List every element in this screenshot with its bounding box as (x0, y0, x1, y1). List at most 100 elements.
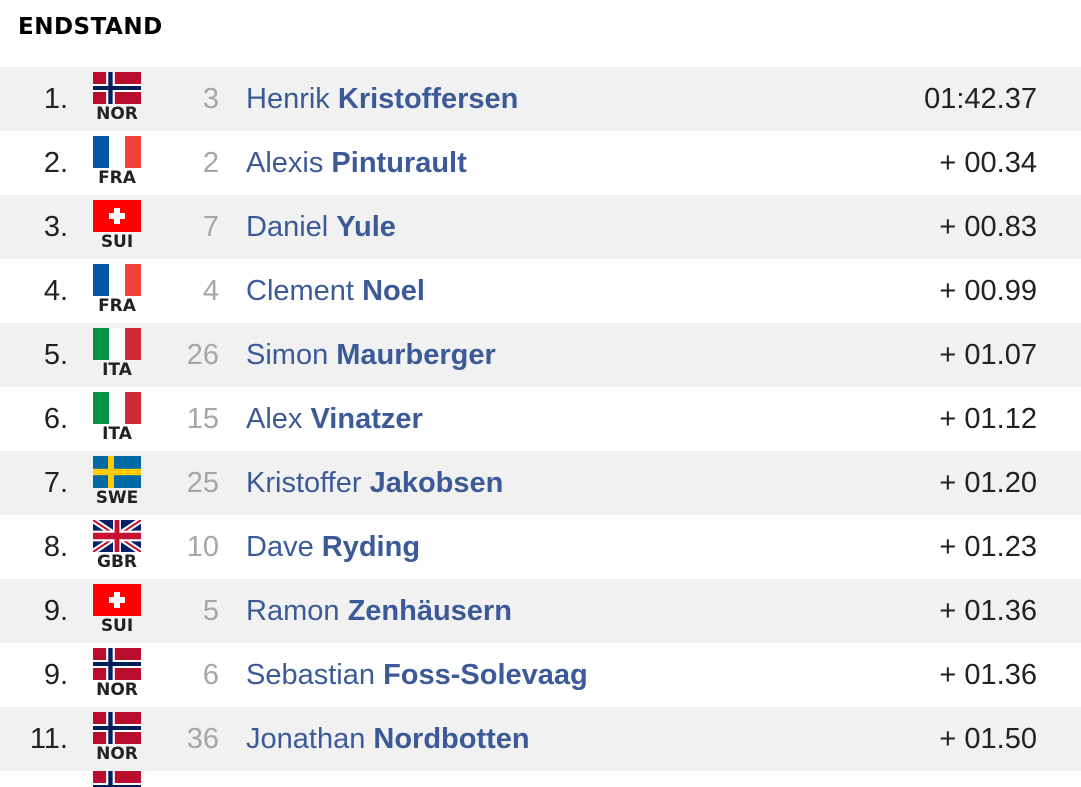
flag-fra-icon (93, 264, 141, 296)
nation: SUI (93, 584, 141, 636)
result-row: 1. NOR 3 Henrik Kristoffersen 01:42.37 (0, 67, 1081, 131)
race-time: + 01.12 (939, 403, 1037, 435)
flag-ita-icon (93, 392, 141, 424)
nation-code: SUI (100, 232, 134, 252)
race-time: + 00.99 (939, 275, 1037, 307)
race-time: 01:42.37 (924, 83, 1037, 115)
nation: SWE (93, 456, 141, 508)
race-time: + 01.36 (939, 659, 1037, 691)
race-time: + 01.23 (939, 531, 1037, 563)
athlete-name[interactable]: Clement Noel (246, 259, 425, 323)
nation-code: ITA (102, 360, 132, 380)
athlete-name[interactable]: Ramon Zenhäusern (246, 579, 512, 643)
partial-row-flag (93, 771, 141, 787)
bib-number: 6 (202, 659, 219, 691)
nation: ITA (93, 328, 141, 380)
bib-number: 10 (186, 531, 219, 563)
result-row: 5. ITA 26 Simon Maurberger + 01.07 (0, 323, 1081, 387)
race-time: + 00.83 (939, 211, 1037, 243)
flag-fra-icon (93, 136, 141, 168)
results-table: 1. NOR 3 Henrik Kristoffersen 01:42.37 2. FRA 2… (0, 67, 1081, 771)
rank: 2. (43, 147, 68, 179)
athlete-name[interactable]: Kristoffer Jakobsen (246, 451, 503, 515)
athlete-name[interactable]: Sebastian Foss-Solevaag (246, 643, 588, 707)
result-row: 6. ITA 15 Alex Vinatzer + 01.12 (0, 387, 1081, 451)
race-time: + 01.36 (939, 595, 1037, 627)
result-row: 8. GBR 10 Dave Ryding + 01.23 (0, 515, 1081, 579)
nation: NOR (93, 648, 141, 700)
nation-code: NOR (96, 680, 138, 700)
last-name: Yule (336, 211, 396, 243)
flag-gbr-icon (93, 520, 141, 552)
athlete-name[interactable]: Alexis Pinturault (246, 131, 467, 195)
first-name: Dave (246, 531, 314, 563)
last-name: Foss-Solevaag (383, 659, 588, 691)
flag-ita-icon (93, 328, 141, 360)
bib-number: 25 (186, 467, 219, 499)
nation: NOR (93, 72, 141, 124)
nation-code: NOR (96, 744, 138, 764)
result-row: 7. SWE 25 Kristoffer Jakobsen + 01.20 (0, 451, 1081, 515)
rank: 9. (43, 595, 68, 627)
flag-swe-icon (93, 456, 141, 488)
flag-nor-icon (93, 771, 141, 787)
nation-code: FRA (98, 296, 136, 316)
race-time: + 00.34 (939, 147, 1037, 179)
page-title: ENDSTAND (18, 14, 163, 40)
rank: 4. (43, 275, 68, 307)
first-name: Simon (246, 339, 329, 371)
flag-nor-icon (93, 712, 141, 744)
result-row: 3. SUI 7 Daniel Yule + 00.83 (0, 195, 1081, 259)
bib-number: 15 (186, 403, 219, 435)
athlete-name[interactable]: Alex Vinatzer (246, 387, 423, 451)
flag-nor-icon (93, 648, 141, 680)
last-name: Ryding (321, 531, 421, 563)
nation: SUI (93, 200, 141, 252)
rank: 6. (43, 403, 68, 435)
rank: 1. (43, 83, 68, 115)
nation: GBR (93, 520, 141, 572)
nation: FRA (93, 264, 141, 316)
race-time: + 01.20 (939, 467, 1037, 499)
bib-number: 7 (202, 211, 219, 243)
first-name: Daniel (246, 211, 329, 243)
nation: ITA (93, 392, 141, 444)
athlete-name[interactable]: Dave Ryding (246, 515, 420, 579)
rank: 3. (43, 211, 68, 243)
flag-sui-icon (93, 584, 141, 616)
flag-nor-icon (93, 72, 141, 104)
athlete-name[interactable]: Simon Maurberger (246, 323, 496, 387)
last-name: Nordbotten (373, 723, 530, 755)
result-row: 9. SUI 5 Ramon Zenhäusern + 01.36 (0, 579, 1081, 643)
athlete-name[interactable]: Henrik Kristoffersen (246, 67, 518, 131)
rank: 9. (43, 659, 68, 691)
first-name: Henrik (246, 83, 330, 115)
last-name: Noel (362, 275, 425, 307)
first-name: Clement (246, 275, 354, 307)
nation-code: ITA (102, 424, 132, 444)
first-name: Sebastian (246, 659, 375, 691)
bib-number: 3 (202, 83, 219, 115)
result-row: 11. NOR 36 Jonathan Nordbotten + 01.50 (0, 707, 1081, 771)
bib-number: 2 (202, 147, 219, 179)
nation-code: GBR (96, 552, 137, 572)
last-name: Zenhäusern (347, 595, 512, 627)
flag-sui-icon (93, 200, 141, 232)
rank: 11. (29, 723, 68, 755)
nation-code: SUI (100, 616, 134, 636)
race-time: + 01.07 (939, 339, 1037, 371)
bib-number: 36 (186, 723, 219, 755)
last-name: Pinturault (331, 147, 467, 179)
rank: 7. (43, 467, 68, 499)
last-name: Maurberger (336, 339, 496, 371)
first-name: Kristoffer (246, 467, 362, 499)
rank: 5. (43, 339, 68, 371)
athlete-name[interactable]: Daniel Yule (246, 195, 396, 259)
rank: 8. (43, 531, 68, 563)
first-name: Alex (246, 403, 303, 435)
athlete-name[interactable]: Jonathan Nordbotten (246, 707, 530, 771)
bib-number: 26 (186, 339, 219, 371)
first-name: Ramon (246, 595, 340, 627)
nation-code: FRA (98, 168, 136, 188)
last-name: Jakobsen (369, 467, 504, 499)
